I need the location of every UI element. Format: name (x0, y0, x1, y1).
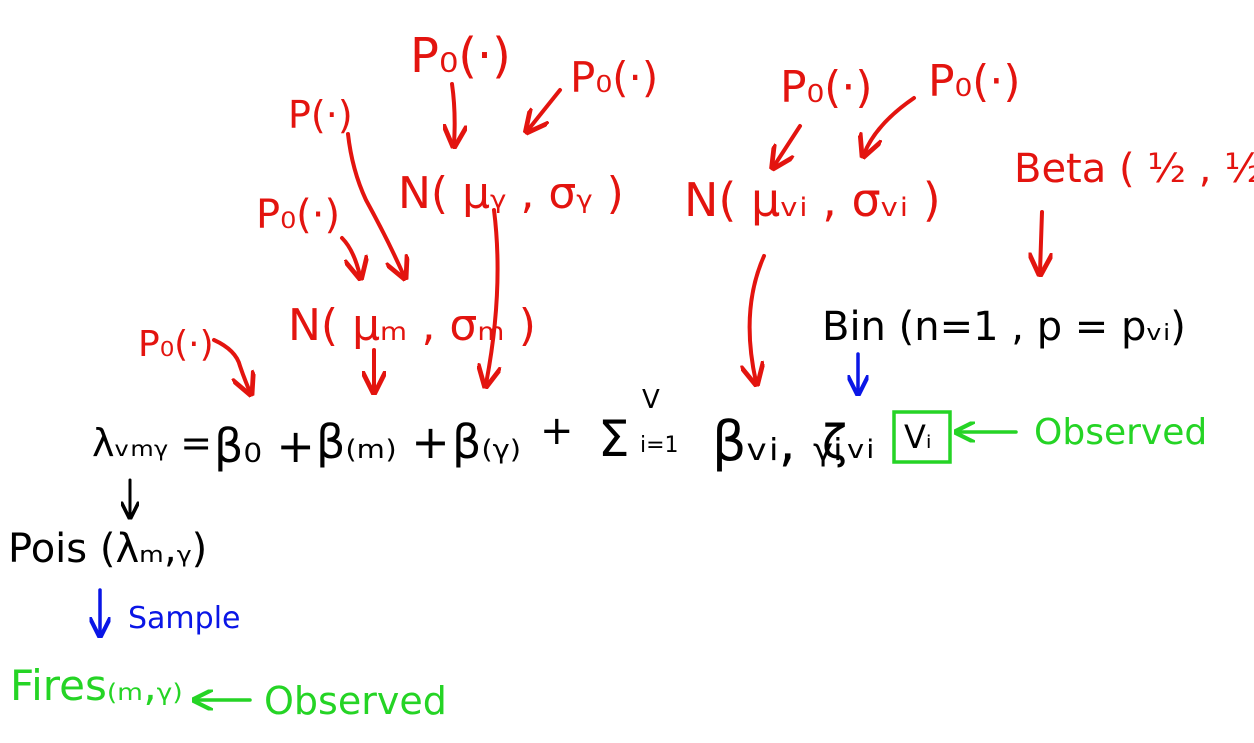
normal-m: N( μₘ , σₘ ) (288, 300, 536, 351)
observed-label-bottom: Observed (264, 679, 447, 723)
beta-vi-term: βᵥᵢ, ᵧᵢ (712, 410, 843, 473)
fires-observed-variable: Fires₍ₘ,ᵧ₎ (10, 661, 183, 710)
arrow-p0-b-to-normal-vi (864, 96, 916, 154)
beta0-term: β₀ + (214, 419, 315, 473)
prior-p0-top-center: P₀(·) (410, 28, 511, 84)
lambda-lhs: λᵥₘᵧ = (92, 421, 212, 465)
arrow-normal-y-to-beta-y (486, 208, 498, 384)
vi-variable: Vᵢ (904, 418, 932, 456)
prior-p0-right-a: P₀(·) (780, 62, 873, 113)
sum-lower-limit: i=1 (640, 433, 679, 458)
prior-p0-left: P₀(·) (138, 324, 214, 365)
normal-y: N( μᵧ , σᵧ ) (398, 168, 624, 219)
vi-observed-box (892, 410, 952, 464)
arrow-normal-vi-to-beta-vi (750, 254, 766, 382)
prior-p0-upper-left: P(·) (288, 93, 353, 137)
zeta-term: ζᵥᵢ (822, 415, 874, 469)
arrow-p0-right-to-normal-y (528, 88, 562, 130)
beta-m-term: β₍ₘ₎ + (316, 415, 450, 469)
arrow-p0-mid-to-normal-m (340, 236, 360, 276)
beta-y-term: β₍ᵧ₎ (452, 415, 521, 469)
prior-p0-mid-left: P₀(·) (256, 192, 340, 238)
prior-p0-top-right: P₀(·) (570, 53, 658, 102)
arrow-p0-upper-to-normal-m (346, 132, 404, 276)
sum-symbol: Σ (598, 410, 630, 468)
observed-label-top: Observed (1034, 412, 1207, 453)
sample-label: Sample (128, 601, 241, 636)
arrow-p0-to-normal-y (452, 82, 455, 144)
beta-prior: Beta ( ½ , ½ ) (1014, 146, 1254, 192)
arrow-p0-left-to-beta0 (212, 338, 250, 392)
prior-p0-right-b: P₀(·) (928, 56, 1021, 107)
arrow-p0-a-to-normal-vi (774, 124, 802, 166)
arrow-beta-to-bin (1040, 210, 1042, 272)
plus-sign: + (540, 408, 574, 454)
normal-vi: N( μᵥᵢ , σᵥᵢ ) (684, 173, 941, 227)
sum-upper-limit: V (642, 385, 660, 415)
bin-likelihood: Bin (n=1 , p = pᵥᵢ) (822, 304, 1186, 350)
poisson-likelihood: Pois (λₘ,ᵧ) (8, 526, 207, 572)
